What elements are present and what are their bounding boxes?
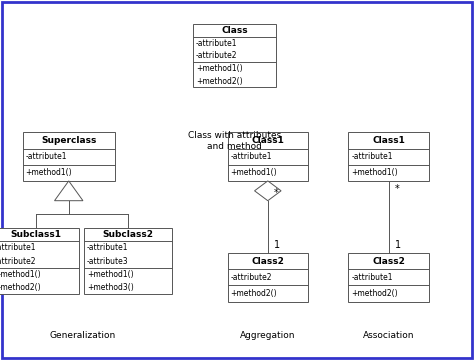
Text: +method1(): +method1() xyxy=(196,64,243,73)
Text: -attribute1: -attribute1 xyxy=(196,39,237,48)
Text: -attribute1: -attribute1 xyxy=(0,243,36,252)
Text: -attribute3: -attribute3 xyxy=(87,256,128,265)
Text: Class2: Class2 xyxy=(372,256,405,266)
Text: -attribute2: -attribute2 xyxy=(196,51,237,60)
Text: *: * xyxy=(274,188,279,198)
Text: -attribute2: -attribute2 xyxy=(0,256,36,265)
Text: Class: Class xyxy=(221,26,248,35)
Text: -attribute1: -attribute1 xyxy=(230,152,272,161)
Text: Class with attributes
and method: Class with attributes and method xyxy=(188,131,281,151)
Bar xyxy=(348,253,429,302)
Text: Class2: Class2 xyxy=(251,256,284,266)
Bar xyxy=(22,132,115,181)
Text: +method1(): +method1() xyxy=(25,168,72,177)
Text: Generalization: Generalization xyxy=(50,331,116,340)
Text: -attribute1: -attribute1 xyxy=(351,152,393,161)
Bar xyxy=(228,253,308,302)
Text: +method1(): +method1() xyxy=(230,168,277,177)
Bar xyxy=(193,24,276,87)
Text: +method1(): +method1() xyxy=(351,168,398,177)
Bar xyxy=(348,132,429,181)
Text: -attribute1: -attribute1 xyxy=(351,273,393,282)
Text: +method2(): +method2() xyxy=(0,283,41,292)
Text: 1: 1 xyxy=(395,240,401,250)
Text: Aggregation: Aggregation xyxy=(240,331,296,340)
Text: Subclass1: Subclass1 xyxy=(10,230,61,239)
Text: +method1(): +method1() xyxy=(0,270,41,279)
Text: 1: 1 xyxy=(274,240,280,250)
Text: +method2(): +method2() xyxy=(351,289,398,298)
Text: +method2(): +method2() xyxy=(196,77,243,86)
Text: +method3(): +method3() xyxy=(87,283,134,292)
Text: Subclass2: Subclass2 xyxy=(102,230,154,239)
Bar xyxy=(0,228,79,294)
Text: Class1: Class1 xyxy=(251,136,284,145)
Text: *: * xyxy=(395,184,400,194)
Bar xyxy=(228,132,308,181)
Polygon shape xyxy=(255,181,281,201)
Polygon shape xyxy=(55,181,83,201)
Text: -attribute2: -attribute2 xyxy=(230,273,272,282)
Text: +method1(): +method1() xyxy=(87,270,134,279)
Text: -attribute1: -attribute1 xyxy=(87,243,128,252)
Text: -attribute1: -attribute1 xyxy=(25,152,67,161)
Bar xyxy=(84,228,172,294)
Text: Association: Association xyxy=(363,331,414,340)
Text: +method2(): +method2() xyxy=(230,289,277,298)
Text: Superclass: Superclass xyxy=(41,136,96,145)
Text: Class1: Class1 xyxy=(372,136,405,145)
